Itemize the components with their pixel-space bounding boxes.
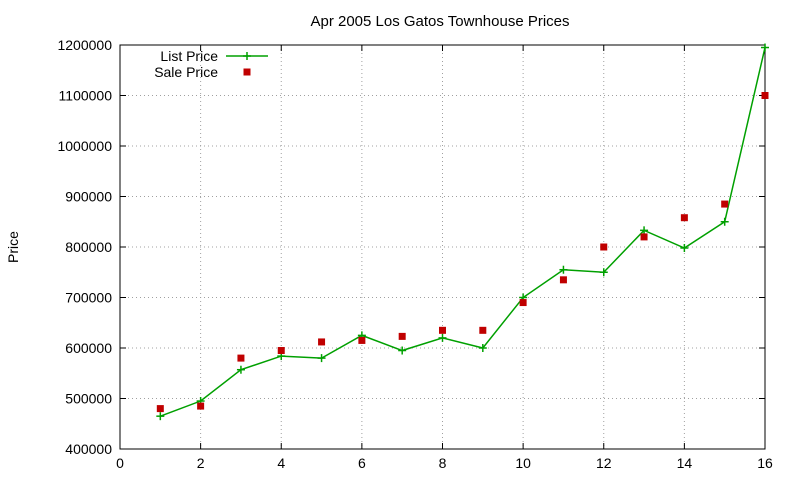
list-price-point xyxy=(398,346,407,355)
series-layer xyxy=(156,43,769,421)
y-tick-label: 1200000 xyxy=(57,37,112,53)
list-price-point xyxy=(559,265,568,274)
x-tick-label: 14 xyxy=(677,455,693,471)
sale-price-point xyxy=(519,299,527,307)
x-tick-label: 0 xyxy=(116,455,124,471)
list-price-point xyxy=(761,43,769,52)
axis-ticks: 0 2 4 6 8 10 12 14 16 400000 500000 600000 700000 800… xyxy=(57,37,773,471)
sale-price-point xyxy=(640,233,648,241)
sale-price-point xyxy=(237,354,245,362)
sale-price-point xyxy=(277,347,285,355)
sale-price-point xyxy=(318,338,326,346)
y-tick-label: 900000 xyxy=(65,189,112,205)
list-price-point xyxy=(640,226,649,235)
x-tick-label: 12 xyxy=(596,455,612,471)
series-list-price xyxy=(156,43,769,421)
legend-swatch-marker xyxy=(243,52,251,60)
series-sale-price xyxy=(156,92,769,413)
sale-price-point xyxy=(680,214,688,222)
sale-price-point xyxy=(761,92,769,99)
sale-price-point xyxy=(439,326,446,334)
list-price-line xyxy=(160,47,766,417)
legend-label: List Price xyxy=(160,48,218,64)
sale-price-point xyxy=(600,243,608,251)
x-tick-label: 6 xyxy=(358,455,366,471)
list-price-point xyxy=(680,244,689,253)
legend-label: Sale Price xyxy=(154,64,218,80)
sale-price-point xyxy=(156,405,164,413)
y-tick-label: 500000 xyxy=(65,391,112,407)
sale-price-point xyxy=(358,336,366,344)
y-tick-label: 700000 xyxy=(65,290,112,306)
list-price-point xyxy=(720,217,729,226)
sale-price-point xyxy=(197,402,205,410)
grid xyxy=(120,45,765,449)
x-tick-label: 2 xyxy=(197,455,205,471)
list-price-point xyxy=(317,354,326,363)
list-price-point xyxy=(478,344,487,352)
chart-title: Apr 2005 Los Gatos Townhouse Prices xyxy=(310,13,569,30)
x-tick-label: 16 xyxy=(757,455,773,471)
y-tick-label: 800000 xyxy=(65,239,112,255)
sale-price-point xyxy=(479,326,487,334)
list-price-point xyxy=(599,268,608,277)
sale-price-point xyxy=(398,332,406,340)
y-tick-label: 1100000 xyxy=(59,88,113,104)
list-price-point xyxy=(156,412,165,421)
x-tick-label: 4 xyxy=(277,455,285,471)
y-tick-label: 1000000 xyxy=(57,138,112,154)
y-tick-label: 400000 xyxy=(65,441,112,457)
sale-price-point xyxy=(721,200,729,208)
list-price-point xyxy=(438,333,447,342)
legend-swatch-marker xyxy=(243,68,251,76)
list-price-point xyxy=(236,365,245,374)
sale-price-point xyxy=(559,276,567,284)
y-axis-label: Price xyxy=(5,231,21,263)
x-tick-label: 8 xyxy=(439,455,447,471)
y-tick-label: 600000 xyxy=(65,340,112,356)
x-tick-label: 10 xyxy=(515,455,531,471)
